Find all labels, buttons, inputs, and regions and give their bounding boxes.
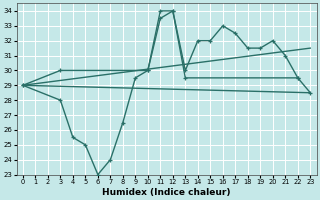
X-axis label: Humidex (Indice chaleur): Humidex (Indice chaleur) [102, 188, 231, 197]
